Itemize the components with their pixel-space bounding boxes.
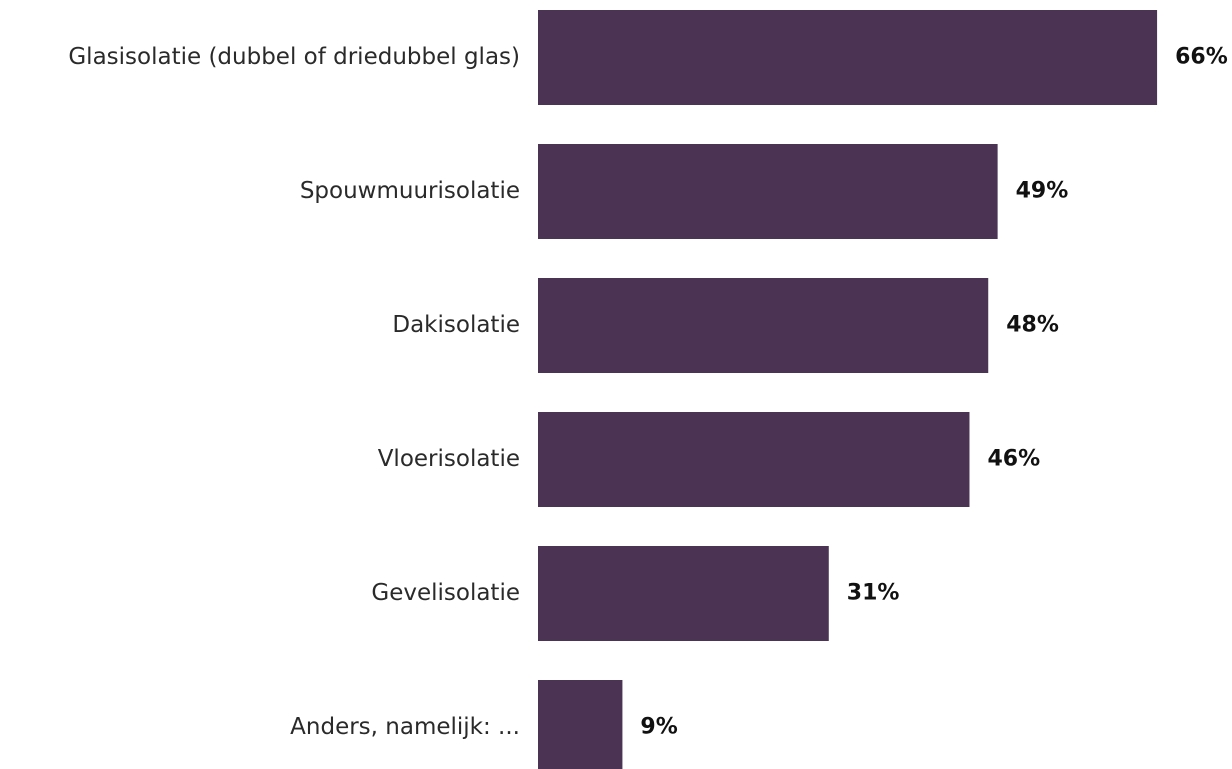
value-label: 66% <box>1175 45 1228 70</box>
category-label: Spouwmuurisolatie <box>300 178 520 204</box>
category-label: Gevelisolatie <box>371 580 520 606</box>
category-label: Vloerisolatie <box>378 446 520 472</box>
category-label: Dakisolatie <box>392 312 520 338</box>
category-label: Anders, namelijk: ... <box>290 714 520 740</box>
bar <box>538 412 970 507</box>
bar <box>538 278 989 373</box>
category-label: Glasisolatie (dubbel of driedubbel glas) <box>68 44 520 70</box>
value-label: 46% <box>987 447 1040 472</box>
value-label: 48% <box>1006 313 1059 338</box>
bar <box>538 680 623 769</box>
bar <box>538 10 1158 105</box>
bar <box>538 546 829 641</box>
value-label: 31% <box>847 581 900 606</box>
value-label: 49% <box>1016 179 1069 204</box>
bar <box>538 144 998 239</box>
value-label: 9% <box>640 715 677 740</box>
